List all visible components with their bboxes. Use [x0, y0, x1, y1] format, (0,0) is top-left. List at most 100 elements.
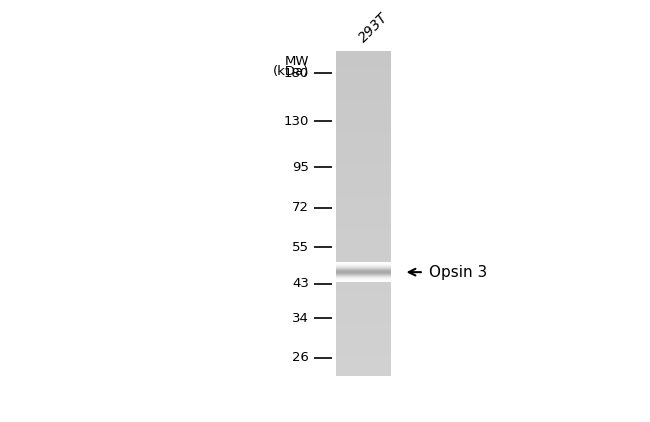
Bar	[335, 167, 391, 168]
Bar	[335, 132, 391, 133]
Bar	[335, 83, 391, 84]
Bar	[335, 305, 391, 306]
Bar	[335, 165, 391, 167]
Bar	[335, 188, 391, 189]
Bar	[335, 184, 391, 185]
Text: 130: 130	[283, 115, 309, 127]
Bar	[335, 255, 391, 257]
Bar	[335, 198, 391, 199]
Bar	[335, 154, 391, 156]
Bar	[335, 213, 391, 214]
Bar	[335, 65, 391, 66]
Bar	[335, 125, 391, 127]
Bar	[335, 338, 391, 339]
Bar	[335, 279, 391, 280]
Bar	[335, 203, 391, 204]
Bar	[335, 362, 391, 364]
Bar	[335, 71, 391, 72]
Bar	[335, 163, 391, 165]
Bar	[335, 337, 391, 338]
Bar	[335, 116, 391, 117]
Bar	[335, 237, 391, 238]
Bar	[335, 360, 391, 362]
Bar	[335, 194, 391, 195]
Bar	[335, 73, 391, 74]
Bar	[335, 281, 391, 282]
Bar	[335, 124, 391, 125]
Bar	[335, 185, 391, 186]
Text: 293T: 293T	[356, 10, 391, 45]
Bar	[335, 373, 391, 374]
Bar	[335, 172, 391, 173]
Bar	[335, 103, 391, 104]
Bar	[335, 210, 391, 211]
Bar	[335, 215, 391, 216]
Bar	[335, 87, 391, 89]
Bar	[335, 77, 391, 78]
Bar	[335, 243, 391, 244]
Bar	[335, 159, 391, 160]
Bar	[335, 208, 391, 209]
Bar	[335, 241, 391, 242]
Bar	[335, 265, 391, 266]
Bar	[335, 307, 391, 308]
Bar	[335, 332, 391, 333]
Bar	[335, 280, 391, 281]
Bar	[335, 254, 391, 255]
Bar	[335, 79, 391, 80]
Bar	[335, 274, 391, 275]
Bar	[335, 302, 391, 303]
Bar	[335, 145, 391, 146]
Bar	[335, 252, 391, 253]
Bar	[335, 260, 391, 261]
Bar	[335, 85, 391, 87]
Bar	[335, 342, 391, 343]
Bar	[335, 328, 391, 329]
Bar	[335, 344, 391, 345]
Bar	[335, 102, 391, 103]
Bar	[335, 183, 391, 184]
Bar	[335, 135, 391, 136]
Bar	[335, 162, 391, 163]
Bar	[335, 339, 391, 340]
Bar	[335, 247, 391, 248]
Bar	[335, 351, 391, 352]
Bar	[335, 372, 391, 373]
Bar	[335, 131, 391, 132]
Bar	[335, 84, 391, 85]
Bar	[335, 53, 391, 54]
Bar	[335, 246, 391, 247]
Bar	[335, 138, 391, 139]
Bar	[335, 82, 391, 83]
Bar	[335, 74, 391, 76]
Bar	[335, 127, 391, 129]
Bar	[335, 244, 391, 246]
Bar	[335, 52, 391, 53]
Bar	[335, 331, 391, 332]
Bar	[335, 148, 391, 149]
Bar	[335, 141, 391, 142]
Bar	[335, 206, 391, 207]
Bar	[335, 66, 391, 67]
Bar	[335, 156, 391, 157]
Bar	[335, 139, 391, 141]
Bar	[335, 136, 391, 137]
Bar	[335, 289, 391, 290]
Bar	[335, 251, 391, 252]
Bar	[335, 263, 391, 264]
Bar	[335, 176, 391, 177]
Bar	[335, 170, 391, 171]
Bar	[335, 308, 391, 309]
Bar	[335, 268, 391, 269]
Bar	[335, 291, 391, 292]
Bar	[335, 364, 391, 365]
Bar	[335, 347, 391, 349]
Bar	[335, 105, 391, 106]
Bar	[335, 299, 391, 300]
Bar	[335, 199, 391, 200]
Bar	[335, 160, 391, 161]
Bar	[335, 117, 391, 118]
Bar	[335, 374, 391, 376]
Bar	[335, 267, 391, 268]
Bar	[335, 226, 391, 227]
